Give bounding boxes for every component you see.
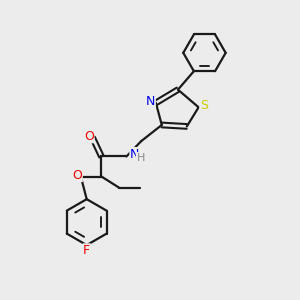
Text: O: O — [72, 169, 82, 182]
Text: S: S — [200, 99, 208, 112]
Text: H: H — [136, 153, 145, 163]
Text: N: N — [146, 95, 155, 108]
Text: O: O — [84, 130, 94, 143]
Text: N: N — [130, 148, 140, 160]
Text: F: F — [83, 244, 90, 257]
